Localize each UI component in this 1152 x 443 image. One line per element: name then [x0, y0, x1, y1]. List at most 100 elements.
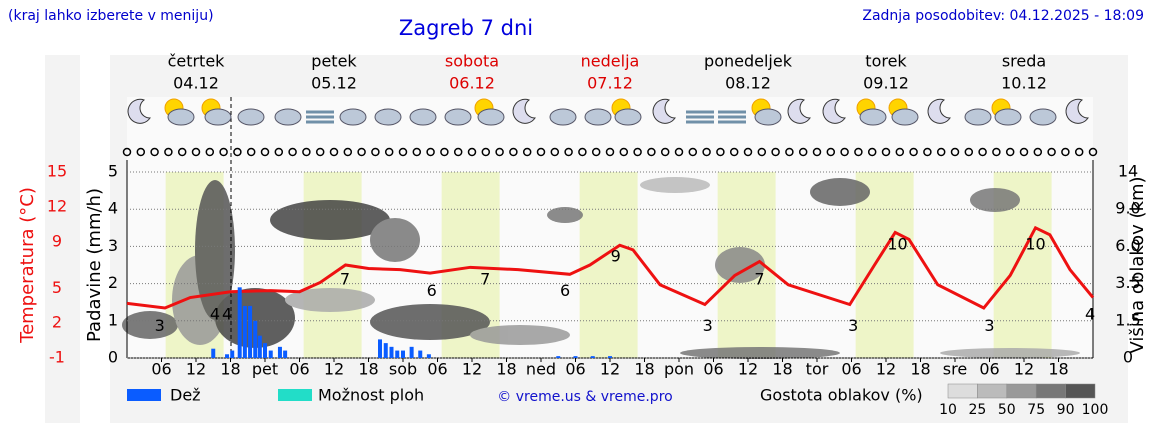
wind-marker	[260, 147, 270, 157]
wind-marker	[564, 147, 573, 157]
x-tick-label: 18	[634, 360, 654, 379]
x-tick-label: ned	[526, 360, 556, 379]
rain-bar	[248, 305, 253, 358]
wind-marker	[426, 147, 435, 157]
temp-label: 4	[222, 304, 232, 323]
x-tick-label: sob	[389, 360, 417, 379]
y-tick-label: 2	[108, 273, 118, 292]
wind-marker	[495, 147, 504, 157]
density-label: 50	[998, 402, 1016, 418]
cloud	[994, 108, 1022, 126]
cloud	[409, 108, 437, 126]
wind-marker	[716, 147, 725, 157]
rain-bar	[556, 356, 561, 358]
credit: © vreme.us & vreme.pro	[497, 389, 672, 405]
chart-title: Zagreb 7 dni	[399, 16, 533, 40]
rain-bar	[225, 354, 230, 358]
rain-bar	[237, 287, 242, 358]
x-tick-label: 18	[496, 360, 516, 379]
day-name: četrtek	[168, 52, 226, 71]
wind-marker	[343, 147, 353, 157]
wind-marker	[840, 147, 849, 157]
x-tick-label: 06	[979, 360, 999, 379]
wind-marker	[122, 147, 132, 157]
density-label: 90	[1057, 402, 1075, 418]
y2-tick-label: 15	[47, 162, 67, 181]
rain-bar	[383, 343, 388, 358]
y3-axis-title: Višina oblakov (km)	[1127, 176, 1148, 353]
day-name: sobota	[445, 52, 499, 71]
x-tick-label: 06	[565, 360, 585, 379]
wind-marker	[757, 147, 767, 157]
rain-bar	[389, 346, 394, 358]
x-tick-label: 12	[462, 360, 482, 379]
rain-bar	[426, 354, 431, 358]
x-tick-label: 06	[427, 360, 447, 379]
wind-marker	[412, 147, 422, 157]
wind-marker	[867, 147, 877, 157]
moon	[127, 98, 151, 124]
wind-marker	[1074, 147, 1084, 157]
temp-label: 10	[887, 235, 907, 254]
x-tick-label: pon	[664, 360, 694, 379]
temp-label: 7	[340, 270, 350, 289]
legend-label: Možnost ploh	[318, 386, 424, 405]
wind-marker	[398, 147, 408, 157]
legend-swatch	[278, 389, 312, 401]
cloud	[964, 108, 992, 126]
wind-marker	[785, 147, 794, 157]
cloud	[1029, 108, 1057, 126]
temp-label: 6	[427, 281, 437, 300]
wind-marker	[1033, 147, 1043, 157]
density-label: 10	[939, 402, 957, 418]
y3-tick-label: 9.0	[1115, 199, 1140, 218]
wind-marker	[798, 147, 808, 157]
wind-marker	[1088, 147, 1098, 157]
wind-marker	[1061, 147, 1070, 157]
wind-marker	[909, 147, 918, 157]
moon	[1065, 98, 1089, 124]
day-name: torek	[865, 52, 907, 71]
y3-tick-label: 14	[1118, 162, 1138, 181]
rain-bar	[283, 350, 288, 358]
wind-marker	[1047, 147, 1056, 157]
rain-bar	[277, 346, 282, 358]
wind-marker	[647, 147, 656, 157]
weather-icons	[127, 98, 1089, 126]
moon	[787, 98, 811, 124]
wind-marker	[177, 147, 187, 157]
cloud	[444, 108, 472, 126]
wind-marker	[315, 147, 325, 157]
day-name: petek	[311, 52, 357, 71]
legend-swatch	[127, 389, 161, 401]
y2-tick-label: 2	[52, 313, 62, 332]
wind-marker	[550, 147, 560, 157]
wind-marker	[674, 147, 684, 157]
rain-bar	[409, 346, 414, 358]
rain-bar	[401, 350, 405, 358]
y2-axis-title: Temperatura (°C)	[17, 187, 38, 344]
x-tick-label: 12	[186, 360, 206, 379]
wind-marker	[191, 147, 201, 157]
temp-label: 7	[480, 270, 490, 289]
x-tick-label: 18	[772, 360, 792, 379]
wind-marker	[578, 147, 587, 157]
moon	[512, 98, 536, 124]
temp-label: 3	[155, 316, 165, 335]
cloud	[339, 108, 367, 126]
rain-bar	[242, 305, 247, 358]
wind-marker	[329, 147, 339, 157]
wind-marker	[384, 147, 394, 157]
cloud	[274, 108, 302, 126]
y3-tick-label: 3.5	[1115, 273, 1140, 292]
day-date: 07.12	[587, 74, 633, 93]
rain-bar	[257, 335, 262, 358]
rain-bar	[268, 350, 273, 358]
density-swatch	[1065, 383, 1096, 399]
wind-marker	[1019, 147, 1029, 157]
cloud	[167, 108, 195, 126]
day-date: 10.12	[1001, 74, 1047, 93]
wind-marker	[164, 147, 173, 157]
temp-label: 10	[1025, 235, 1045, 254]
rain-bar	[590, 356, 595, 358]
